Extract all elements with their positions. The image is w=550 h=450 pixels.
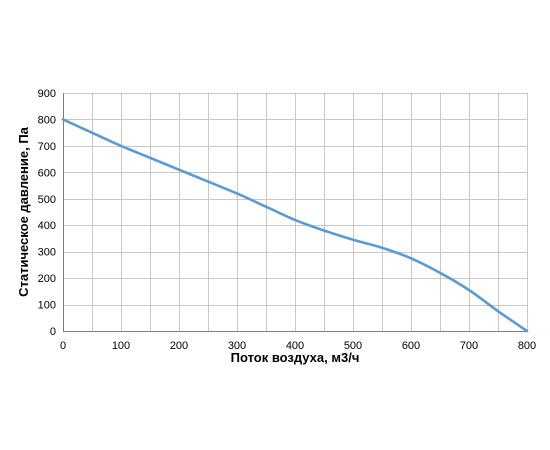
y-tick-label: 700 — [38, 141, 56, 153]
y-tick-label: 600 — [38, 167, 56, 179]
x-tick-label: 700 — [460, 340, 478, 352]
y-tick-label: 200 — [38, 273, 56, 285]
y-tick-label: 500 — [38, 194, 56, 206]
x-tick-label: 0 — [60, 340, 66, 352]
x-tick-label: 200 — [170, 340, 188, 352]
x-tick-label: 800 — [518, 340, 536, 352]
chart-axes — [63, 93, 527, 332]
x-axis-title: Поток воздуха, м3/ч — [231, 350, 360, 365]
y-tick-label: 300 — [38, 247, 56, 259]
x-tick-label: 600 — [402, 340, 420, 352]
y-tick-label: 900 — [38, 88, 56, 100]
chart-grid — [63, 93, 528, 332]
x-tick-label: 400 — [286, 340, 304, 352]
x-tick-label: 100 — [112, 340, 130, 352]
y-tick-label: 400 — [38, 220, 56, 232]
y-tick-label: 800 — [38, 114, 56, 126]
y-tick-label: 0 — [50, 326, 56, 338]
y-axis-tick-labels: 0 100 200 300 400 500 600 700 800 900 — [38, 88, 56, 338]
x-axis-tick-labels: 0 100 200 300 400 500 600 700 800 — [60, 340, 536, 352]
pressure-curve-line — [61, 118, 529, 333]
x-tick-label: 300 — [228, 340, 246, 352]
y-tick-label: 100 — [38, 300, 56, 312]
chart-series — [61, 118, 529, 333]
y-axis-title: Статическое давление, Па — [16, 126, 31, 297]
x-tick-label: 500 — [344, 340, 362, 352]
